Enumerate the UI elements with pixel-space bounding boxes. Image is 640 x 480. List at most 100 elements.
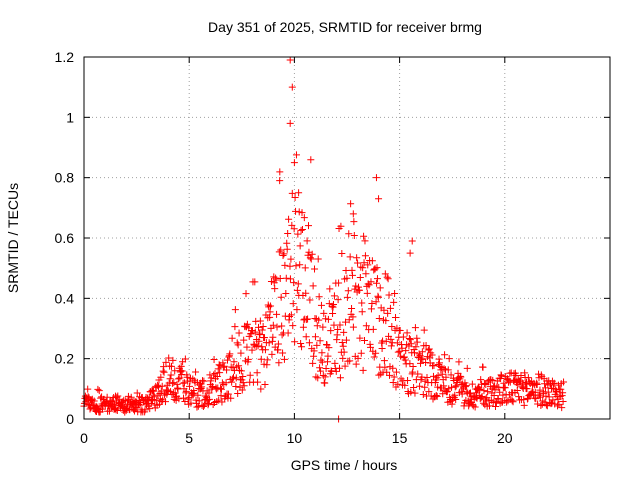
data-point	[217, 392, 225, 400]
data-point	[336, 321, 344, 329]
data-point	[257, 385, 265, 393]
data-point	[265, 339, 273, 347]
data-point	[114, 392, 122, 400]
data-point	[279, 349, 287, 357]
data-point	[402, 347, 410, 355]
data-point	[253, 369, 261, 377]
data-point	[384, 275, 392, 283]
data-point	[368, 257, 376, 265]
data-point	[237, 349, 245, 357]
grid-lines	[84, 57, 610, 419]
data-point	[299, 323, 307, 331]
y-tick-label: 1.2	[55, 49, 75, 65]
data-point	[340, 328, 348, 336]
data-point	[428, 351, 436, 359]
data-point	[293, 306, 301, 314]
data-point	[364, 261, 372, 269]
data-point	[325, 344, 333, 352]
data-point	[442, 373, 450, 381]
data-point	[399, 333, 407, 341]
data-point	[480, 380, 488, 388]
data-point	[274, 340, 282, 348]
data-point	[455, 358, 463, 366]
data-point	[103, 393, 111, 401]
data-point	[411, 324, 419, 332]
data-point	[112, 406, 120, 414]
data-point	[368, 299, 376, 307]
data-point	[524, 374, 532, 382]
data-point	[376, 284, 384, 292]
data-point	[508, 397, 516, 405]
data-point	[274, 346, 282, 354]
data-point	[256, 331, 264, 339]
data-point	[520, 401, 528, 409]
data-point	[401, 381, 409, 389]
data-point	[523, 385, 531, 393]
data-point	[345, 316, 353, 324]
data-point	[319, 323, 327, 331]
data-point	[174, 385, 182, 393]
data-point	[285, 215, 293, 223]
data-point	[194, 391, 202, 399]
data-point	[205, 395, 213, 403]
data-point	[198, 383, 206, 391]
data-point	[388, 322, 396, 330]
data-point	[259, 323, 267, 331]
data-point	[226, 350, 234, 358]
data-point	[312, 373, 320, 381]
data-point	[239, 373, 247, 381]
data-point	[286, 275, 294, 283]
data-point	[232, 382, 240, 390]
y-tick-label: 1	[66, 109, 74, 125]
data-point	[244, 355, 252, 363]
data-point	[342, 266, 350, 274]
data-point	[293, 286, 301, 294]
data-point	[406, 336, 414, 344]
data-point	[337, 222, 345, 230]
data-point	[501, 384, 509, 392]
x-tick-label: 10	[287, 430, 303, 446]
data-point	[324, 315, 332, 323]
data-point	[297, 339, 305, 347]
data-point	[391, 290, 399, 298]
data-point	[227, 394, 235, 402]
data-point	[336, 364, 344, 372]
data-point	[549, 396, 557, 404]
data-point	[303, 237, 311, 245]
data-point	[352, 360, 360, 368]
data-point	[255, 323, 263, 331]
data-point	[354, 354, 362, 362]
data-point	[254, 378, 262, 386]
data-point	[480, 387, 488, 395]
data-point	[544, 388, 552, 396]
data-point	[359, 366, 367, 374]
data-point	[432, 392, 440, 400]
data-point	[205, 389, 213, 397]
data-point	[224, 390, 232, 398]
data-point	[277, 293, 285, 301]
data-point	[308, 250, 316, 258]
data-point	[200, 377, 208, 385]
data-point	[462, 382, 470, 390]
data-point	[272, 276, 280, 284]
data-point	[283, 239, 291, 247]
data-point	[363, 289, 371, 297]
data-point	[537, 402, 545, 410]
data-point	[213, 372, 221, 380]
data-point	[559, 389, 567, 397]
data-point	[336, 374, 344, 382]
data-point	[438, 370, 446, 378]
data-point	[536, 393, 544, 401]
data-point	[362, 322, 370, 330]
data-point	[344, 287, 352, 295]
data-point	[287, 311, 295, 319]
data-point	[445, 355, 453, 363]
data-point	[417, 355, 425, 363]
data-point	[277, 246, 285, 254]
data-point	[329, 301, 337, 309]
data-point	[170, 379, 178, 387]
data-point	[176, 374, 184, 382]
data-point	[489, 376, 497, 384]
data-point	[294, 280, 302, 288]
data-point	[133, 389, 141, 397]
